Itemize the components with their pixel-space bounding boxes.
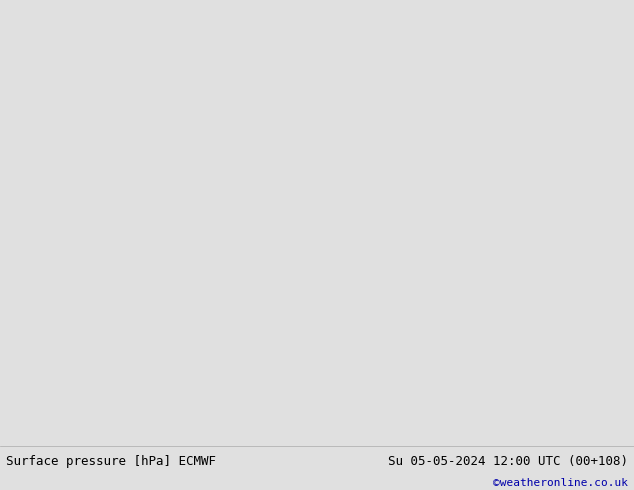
Text: ©weatheronline.co.uk: ©weatheronline.co.uk: [493, 478, 628, 489]
Text: Su 05-05-2024 12:00 UTC (00+108): Su 05-05-2024 12:00 UTC (00+108): [387, 455, 628, 468]
Text: Surface pressure [hPa] ECMWF: Surface pressure [hPa] ECMWF: [6, 455, 216, 468]
